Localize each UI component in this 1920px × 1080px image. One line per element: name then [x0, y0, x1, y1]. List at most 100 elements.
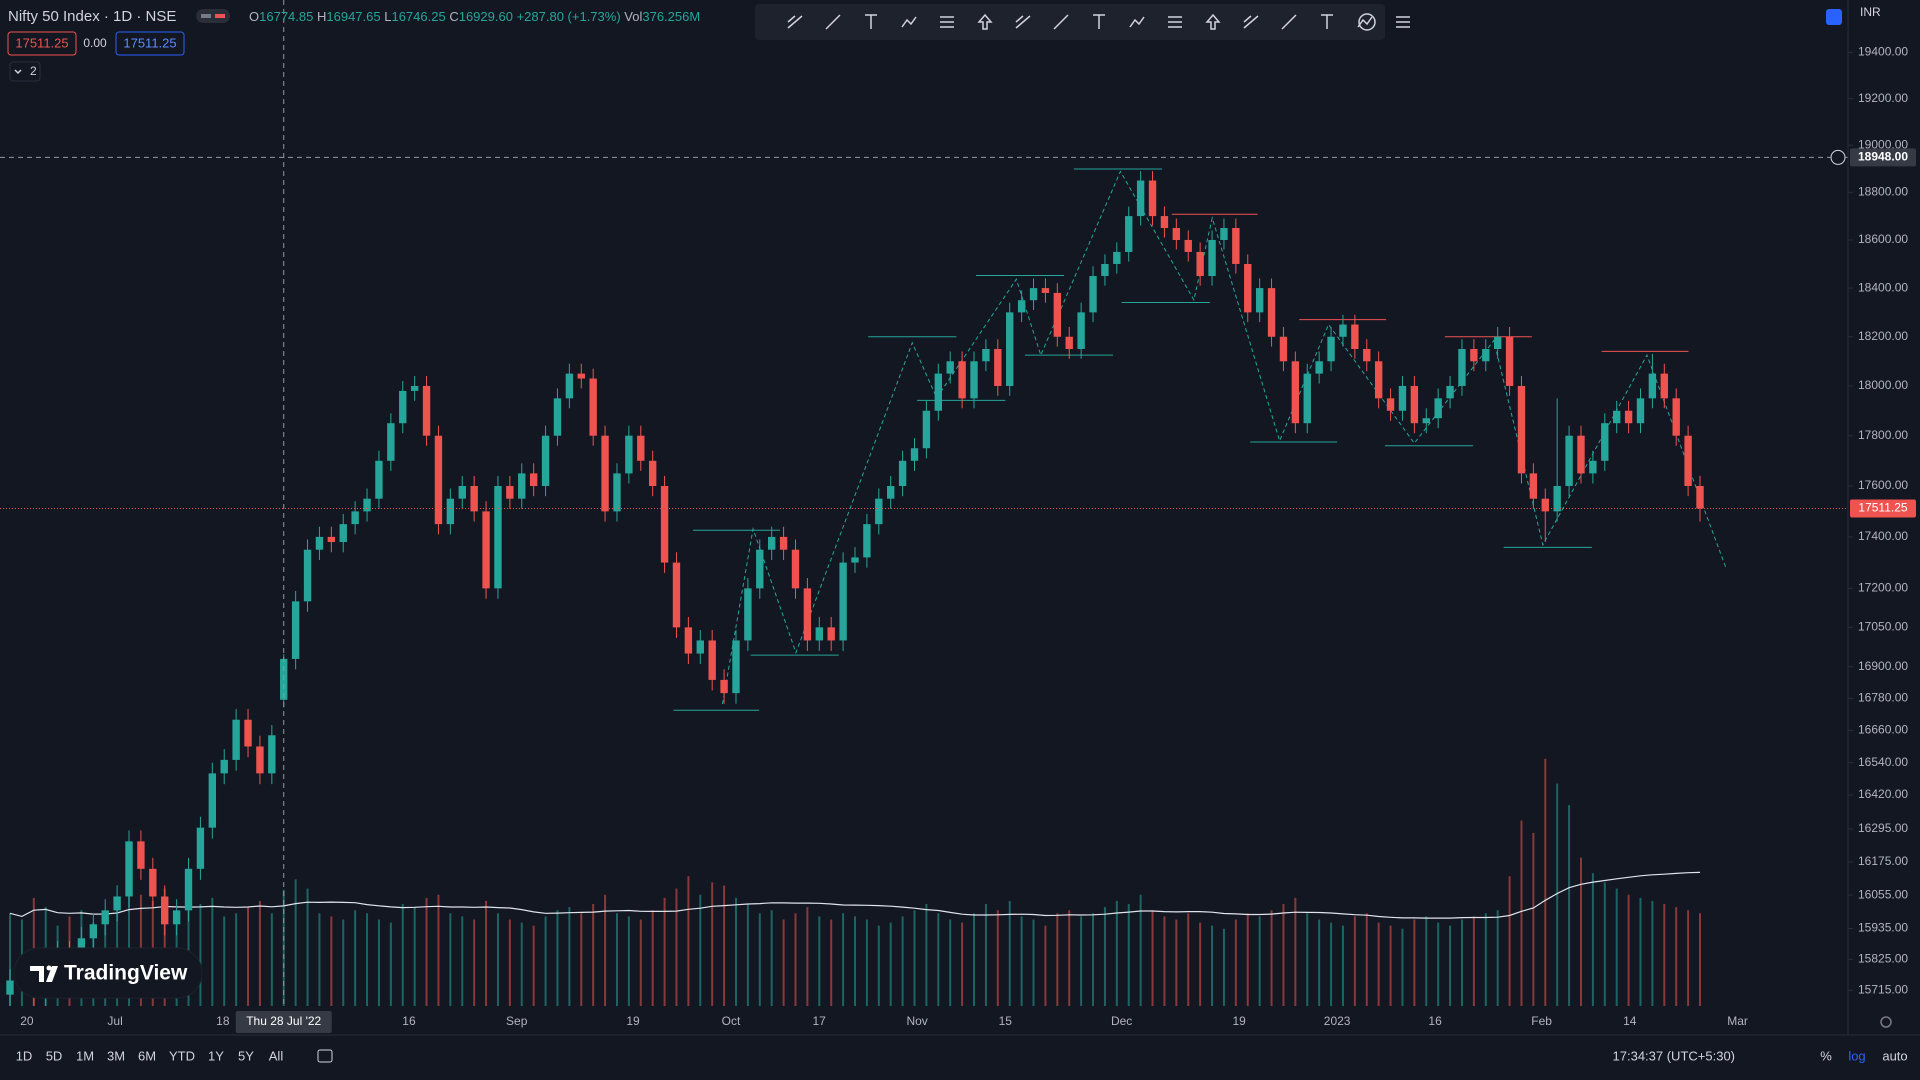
candle-body	[1196, 251, 1204, 277]
interval-button[interactable]: 3M	[107, 1048, 125, 1063]
x-tick-label: 18	[216, 1014, 230, 1028]
indicator-count[interactable]: 2	[30, 64, 37, 78]
add-alert[interactable]	[1830, 149, 1846, 165]
candle-body	[172, 910, 181, 925]
sync-button[interactable]	[1826, 9, 1842, 25]
date-range-icon[interactable]	[317, 1049, 333, 1063]
volume-bar	[675, 888, 678, 1006]
interval-button[interactable]: YTD	[169, 1048, 195, 1063]
currency[interactable]: INR	[1860, 5, 1881, 19]
tool-icon[interactable]	[1205, 13, 1221, 30]
tool-icon[interactable]	[1093, 14, 1105, 29]
volume-bar	[687, 876, 690, 1006]
tool-icon[interactable]	[1129, 16, 1145, 28]
icon-path[interactable]	[1358, 13, 1376, 31]
icon-path	[825, 14, 841, 30]
scale-button[interactable]: log	[1848, 1048, 1865, 1063]
tool-icon[interactable]	[1015, 15, 1031, 29]
tool-icon[interactable]	[825, 14, 841, 30]
volume-bar	[1246, 913, 1249, 1006]
candle-body	[1125, 216, 1133, 252]
scale-button[interactable]: %	[1820, 1048, 1832, 1063]
tool-icon[interactable]	[901, 16, 917, 28]
scale-button[interactable]: auto	[1882, 1048, 1907, 1063]
tool-icon[interactable]	[940, 16, 954, 28]
volume-bar	[1044, 925, 1047, 1006]
y-tick-label: 18400.00	[1858, 280, 1908, 294]
settings-icon[interactable]	[1880, 1016, 1892, 1028]
sell-price[interactable]: 17511.25	[15, 35, 68, 50]
status-pill	[196, 9, 230, 23]
candle-body	[970, 361, 978, 399]
tool-icon[interactable]	[787, 15, 803, 29]
candle-body	[482, 511, 490, 589]
candle-body	[220, 759, 228, 774]
interval-button[interactable]: 1M	[76, 1048, 94, 1063]
interval-button[interactable]: 1D	[16, 1048, 33, 1063]
candle-body	[446, 498, 455, 525]
volume-bar	[508, 919, 511, 1006]
interval-button[interactable]: 6M	[138, 1048, 156, 1063]
value: 16774.85	[259, 9, 313, 24]
tool-icon[interactable]	[865, 14, 877, 29]
candle-body	[1648, 373, 1657, 399]
y-tick-label: 15825.00	[1858, 952, 1908, 966]
candle-body	[1267, 288, 1276, 337]
candle-body	[291, 601, 300, 659]
candle-body	[1601, 423, 1609, 461]
volume-bar	[258, 900, 261, 1006]
volume-bar	[699, 894, 702, 1006]
volume-bar	[1211, 925, 1214, 1006]
interval-button[interactable]: 1Y	[208, 1048, 224, 1063]
buy-price[interactable]: 17511.25	[123, 35, 176, 50]
tool-icon[interactable]	[1396, 16, 1410, 28]
volume-bar	[794, 913, 797, 1006]
candle-body	[1696, 486, 1704, 509]
tool-icon[interactable]	[1357, 16, 1373, 28]
candle-body	[1458, 349, 1466, 386]
volume-bar	[604, 894, 607, 1006]
value: 16947.65	[326, 9, 380, 24]
interval-button[interactable]: 5Y	[238, 1048, 254, 1063]
volume-bar	[1282, 904, 1285, 1006]
candle-body	[1244, 263, 1252, 313]
volume-bar	[1675, 907, 1678, 1006]
bottom-toolbar: 1D 5D 1M 3M 6M YTD 1Y 5Y All% log auto	[16, 1048, 1908, 1063]
tool-icon[interactable]	[1053, 14, 1069, 30]
volume-bar	[651, 910, 654, 1006]
volume-ma	[9, 871, 1701, 919]
interval-button[interactable]: All	[269, 1048, 284, 1063]
interval-button[interactable]: 5D	[46, 1048, 63, 1063]
icon-path	[940, 16, 954, 28]
tool-icon[interactable]	[1243, 15, 1259, 29]
indicator-toggle[interactable]	[9, 61, 41, 82]
tool-icon[interactable]	[1321, 14, 1333, 29]
volume-bar	[461, 916, 464, 1006]
y-tick-label: 16295.00	[1858, 821, 1908, 835]
candle-body	[1089, 276, 1097, 313]
volume-bar	[1020, 916, 1023, 1006]
tool-icon[interactable]	[1168, 16, 1182, 28]
volume-bar	[330, 916, 333, 1006]
volume-bar	[1330, 922, 1333, 1006]
volume-bar	[615, 913, 618, 1006]
y-tick-label: 16660.00	[1858, 723, 1908, 737]
ohlc-legend: O16774.85 H16947.65 L16746.25 C16929.60 …	[249, 9, 700, 24]
y-tick-label: 17600.00	[1858, 478, 1908, 492]
candle-body	[89, 924, 97, 939]
candle-body	[898, 460, 907, 487]
y-tick-label: 16420.00	[1858, 787, 1908, 801]
tool-icon[interactable]	[977, 13, 993, 30]
y-tick-label: 15715.00	[1858, 983, 1908, 997]
candle-body	[303, 549, 312, 602]
volume-bar	[294, 879, 297, 1006]
volume-bar	[734, 897, 737, 1006]
volume-bar	[520, 922, 523, 1006]
y-tick-label: 17050.00	[1858, 620, 1908, 634]
y-tick-label: 18600.00	[1858, 232, 1908, 246]
tool-icon[interactable]	[1281, 14, 1297, 30]
sell-box[interactable]	[7, 31, 77, 56]
volume-bar	[1508, 876, 1511, 1006]
volume-bar	[723, 885, 726, 1006]
buy-box[interactable]	[115, 31, 185, 56]
